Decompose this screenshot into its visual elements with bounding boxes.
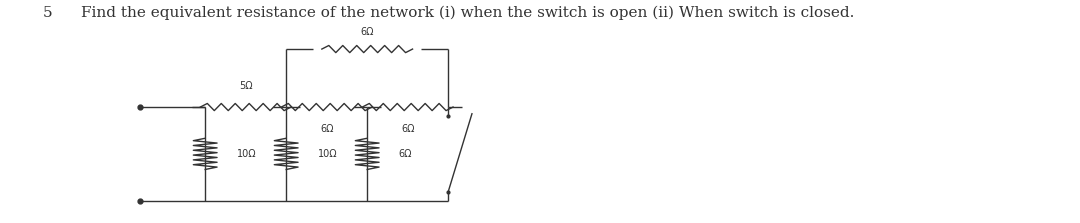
Text: Find the equivalent resistance of the network (i) when the switch is open (ii) W: Find the equivalent resistance of the ne… <box>81 6 854 20</box>
Text: 10Ω: 10Ω <box>237 149 256 159</box>
Text: 5: 5 <box>43 6 53 20</box>
Text: 5Ω: 5Ω <box>239 81 253 91</box>
Text: 6Ω: 6Ω <box>401 124 415 134</box>
Text: 10Ω: 10Ω <box>318 149 337 159</box>
Text: 6Ω: 6Ω <box>399 149 413 159</box>
Text: 6Ω: 6Ω <box>320 124 334 134</box>
Text: 6Ω: 6Ω <box>361 27 374 37</box>
